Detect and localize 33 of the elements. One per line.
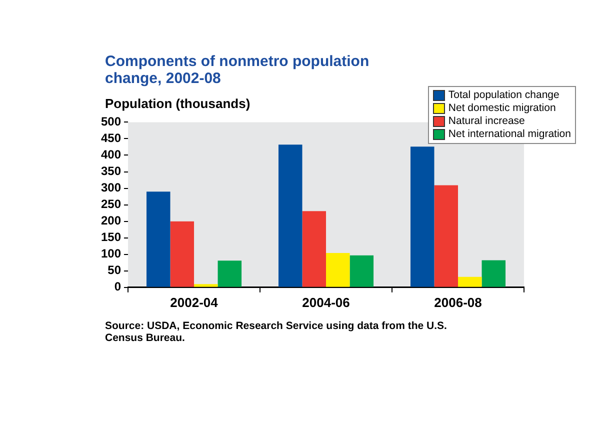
y-tick-label: 350: [100, 164, 122, 178]
x-tick-label: 2004-06: [302, 294, 350, 310]
chart-title: Components of nonmetro population change, 2002-08: [105, 53, 370, 87]
bar: [434, 185, 458, 287]
x-tick-label: 2006-08: [434, 294, 482, 310]
y-tick-label: 50: [108, 263, 122, 278]
legend-label: Natural increase: [448, 115, 525, 128]
y-tick-label: 300: [100, 180, 122, 195]
y-tick-label: 400: [100, 148, 122, 162]
bar: [146, 192, 170, 287]
y-tick-label: 200: [100, 214, 122, 228]
y-tick-label: 500: [100, 114, 122, 129]
bar: [218, 260, 242, 287]
bar: [482, 260, 506, 287]
legend-label: Net domestic migration: [448, 102, 556, 115]
bar: [170, 221, 194, 287]
bar: [194, 284, 218, 287]
bar: [302, 211, 326, 287]
bar: [326, 253, 350, 287]
bar: [350, 255, 374, 287]
y-tick-label: 250: [100, 197, 122, 212]
bar: [410, 146, 434, 287]
legend-label: Net international migration: [448, 128, 571, 141]
y-axis-title: Population (thousands): [105, 96, 250, 111]
y-tick-label: 0: [114, 280, 122, 294]
source-note: Source: USDA, Economic Research Service using data from the U.S. Census Bureau.: [105, 320, 448, 344]
legend-label: Total population change: [448, 89, 560, 102]
bar: [278, 144, 302, 287]
y-tick-label: 450: [100, 131, 122, 146]
y-tick-label: 150: [100, 230, 122, 244]
y-tick-label: 100: [100, 246, 122, 261]
x-tick-label: 2002-04: [170, 294, 219, 310]
bar: [458, 276, 482, 287]
